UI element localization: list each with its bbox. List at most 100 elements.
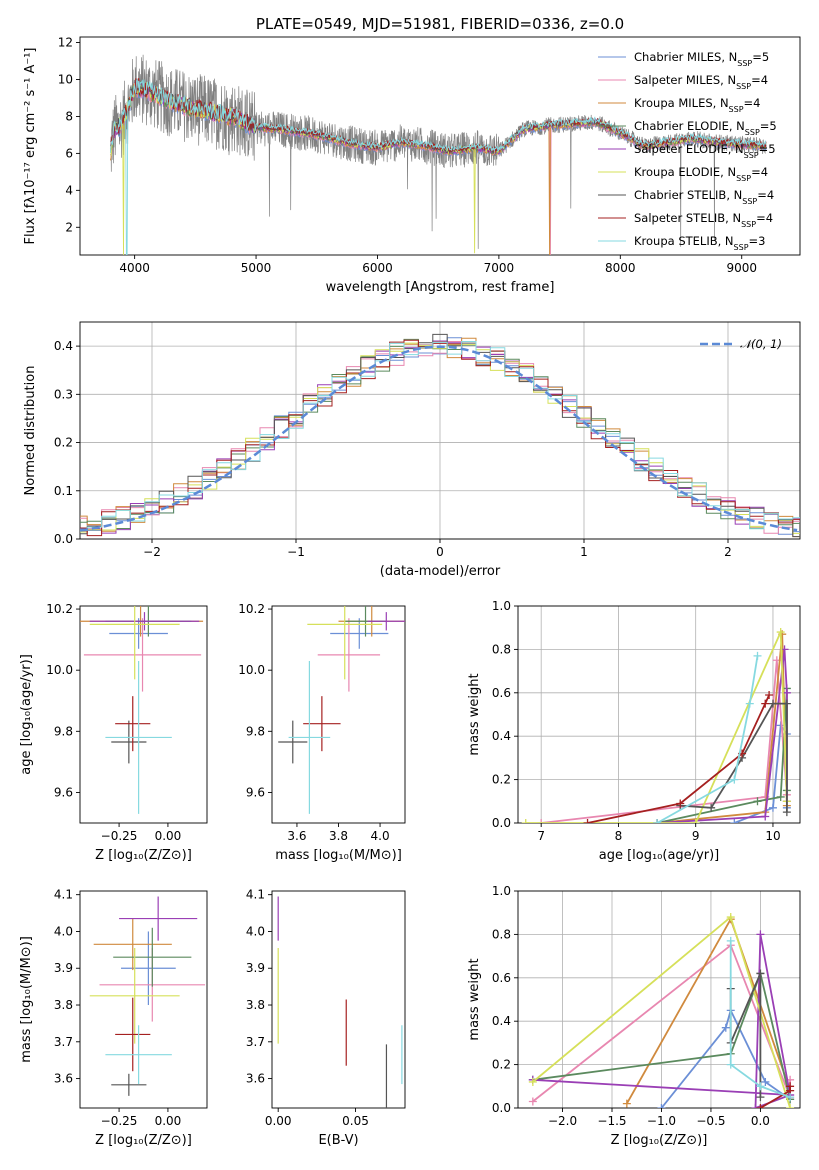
weight-marker-chabrier-miles <box>730 819 739 823</box>
age_vs_Z-ytick-label: 9.6 <box>54 785 73 799</box>
legend-label: Salpeter MILES, NSSP=4 <box>634 73 768 91</box>
weight-marker-chabrier-stelib <box>768 699 777 708</box>
weight-marker-kroupa-stelib <box>730 775 739 784</box>
weight_vs_Z-xtick-label: 0.0 <box>751 1114 770 1128</box>
age_vs_Z-xlabel: Z [log₁₀(Z/Z⊙)] <box>95 848 192 863</box>
spectrum-ytick-label: 10 <box>58 72 73 86</box>
weight-line-chabrier-elodie <box>532 970 791 1100</box>
mass_vs_Z-ytick-label: 3.8 <box>54 998 73 1012</box>
spectrum-xtick-label: 9000 <box>726 261 757 275</box>
weight-marker-salpeter-stelib <box>756 1104 765 1108</box>
histogram-step-salpeter-elodie <box>80 340 800 534</box>
residuals-ytick-label: 0.2 <box>54 436 73 450</box>
weight-line-kroupa-elodie <box>525 631 788 823</box>
mass_vs_ebv-xtick-label: 0.05 <box>342 1114 369 1128</box>
residuals-xtick-label: 2 <box>724 545 732 559</box>
age_vs_Z-axes-frame <box>79 605 208 824</box>
spectrum-axes-frame <box>79 36 801 256</box>
weight-marker-kroupa-miles <box>622 1099 631 1108</box>
weight-marker-chabrier-elodie <box>776 792 785 801</box>
age_vs_mass-plot-area <box>278 606 405 814</box>
spectrum-xtick-label: 8000 <box>605 261 636 275</box>
age_vs_Z-xtick-label: 0.00 <box>155 829 182 843</box>
mass_vs_Z-plot-area <box>89 896 206 1096</box>
residual-histogram-panel: −2 −1 0 1 2 0.0 0.1 0.2 0.3 0.4 (data-model)/error… <box>23 321 801 579</box>
mass_vs_Z-xlabel: Z [log₁₀(Z/Z⊙)] <box>95 1133 192 1148</box>
spectrum-panel: 4000 5000 6000 7000 8000 9000 2 4 6 8 10 12 waveleng… <box>23 36 801 295</box>
weight_vs_age-xtick-label: 10 <box>765 829 780 843</box>
spectrum-xlabel: wavelength [Angstrom, rest frame] <box>326 280 555 295</box>
mass-vs-metallicity-panel: −0.25 0.00 3.6 3.7 3.8 3.9 4.0 4.1 Z [log₁₀(Z/Z⊙… <box>19 888 208 1148</box>
weight-marker-salpeter-stelib <box>583 819 592 823</box>
weight-marker-kroupa-elodie <box>528 1077 537 1086</box>
weight-marker-kroupa-stelib <box>753 651 762 660</box>
mass_vs_Z-ytick-label: 4.0 <box>54 924 73 938</box>
mass_vs_ebv-plot-area <box>277 896 403 1108</box>
weight_vs_age-ylabel: mass weight <box>467 673 482 755</box>
histogram-step-chabrier-stelib <box>80 333 800 538</box>
weight_vs_age-ytick-label: 0.8 <box>492 642 511 656</box>
weight-marker-chabrier-miles <box>657 1104 666 1108</box>
age_vs_mass-ytick-label: 9.8 <box>246 724 265 738</box>
figure-title: PLATE=0549, MJD=51981, FIBERID=0336, z=0… <box>256 15 624 33</box>
age_vs_Z-ytick-label: 9.8 <box>54 724 73 738</box>
weight-marker-chabrier-stelib <box>782 699 791 708</box>
spectrum-xtick-label: 5000 <box>241 261 272 275</box>
age_vs_Z-xtick-label: −0.25 <box>101 829 138 843</box>
mass_vs_Z-ytick-label: 3.6 <box>54 1072 73 1086</box>
weight_vs_Z-ytick-label: 0.0 <box>492 1101 511 1115</box>
residuals-xlabel: (data-model)/error <box>380 564 501 579</box>
weight_vs_age-xtick-label: 9 <box>692 829 700 843</box>
histogram-step-kroupa-stelib <box>80 341 800 531</box>
weight_vs_age-ytick-label: 1.0 <box>492 599 511 613</box>
legend-label: Kroupa STELIB, NSSP=3 <box>634 234 765 252</box>
weight-line-kroupa-stelib <box>656 655 759 823</box>
residuals-xtick-label: 0 <box>436 545 444 559</box>
legend-label: Chabrier MILES, NSSP=5 <box>634 50 769 68</box>
age_vs_mass-axes-frame <box>271 605 406 824</box>
weight_vs_age-ytick-label: 0.0 <box>492 816 511 830</box>
legend-label: Kroupa ELODIE, NSSP=4 <box>634 165 768 183</box>
model-line-kroupa-stelib <box>109 78 767 255</box>
spectrum-xtick-label: 4000 <box>119 261 150 275</box>
mass_vs_ebv-ytick-label: 3.8 <box>246 998 265 1012</box>
spectrum-ytick-label: 12 <box>58 36 73 50</box>
weight_vs_age-ytick-label: 0.6 <box>492 686 511 700</box>
weight-marker-kroupa-stelib <box>756 1082 765 1091</box>
weight-marker-salpeter-elodie <box>782 688 791 697</box>
weight-marker-salpeter-stelib <box>786 1082 795 1091</box>
weight_vs_Z-plot-area <box>528 913 795 1108</box>
weight-marker-chabrier-elodie <box>753 797 762 806</box>
weight-marker-chabrier-miles <box>761 1077 770 1086</box>
age_vs_Z-plot-area <box>80 606 204 814</box>
weight-marker-kroupa-elodie <box>691 819 700 823</box>
age_vs_mass-ytick-label: 10.0 <box>238 663 265 677</box>
residuals-axes-frame <box>79 321 801 540</box>
histogram-step-chabrier-miles <box>80 337 800 535</box>
weight-marker-kroupa-elodie <box>726 913 735 922</box>
weight-marker-kroupa-elodie <box>786 1104 795 1108</box>
weight-line-salpeter-miles <box>541 660 788 823</box>
weight-marker-kroupa-stelib <box>653 819 662 823</box>
weight-marker-kroupa-stelib <box>786 1093 795 1102</box>
mass_vs_ebv-ytick-label: 3.7 <box>246 1035 265 1049</box>
mass_vs_ebv-ytick-label: 3.9 <box>246 961 265 975</box>
weight-marker-chabrier-miles <box>768 803 777 812</box>
age-vs-mass-panel: 3.6 3.8 4.0 9.6 9.8 10.0 10.2 mass [log₁₀(M/M⊙)… <box>238 602 406 863</box>
age_vs_mass-xtick-label: 3.6 <box>287 829 306 843</box>
age-vs-metallicity-panel: −0.25 0.00 9.6 9.8 10.0 10.2 Z [log₁₀(Z/Z⊙)] ag… <box>19 602 208 863</box>
model-line-salpeter-miles <box>110 80 767 255</box>
mass_vs_ebv-ytick-label: 4.0 <box>246 924 265 938</box>
residuals-xtick-label: −2 <box>143 545 161 559</box>
legend-label: Salpeter ELODIE, NSSP=5 <box>634 142 776 160</box>
weight_vs_Z-xlabel: Z [log₁₀(Z/Z⊙)] <box>611 1133 708 1148</box>
weight_vs_age-xtick-label: 7 <box>537 829 545 843</box>
legend-label: Kroupa MILES, NSSP=4 <box>634 96 760 114</box>
mass_vs_ebv-axes-frame <box>271 890 406 1109</box>
weight-line-kroupa-stelib <box>729 940 791 1099</box>
weight-marker-kroupa-elodie <box>521 819 530 823</box>
legend-label: Chabrier ELODIE, NSSP=5 <box>634 119 777 137</box>
weight-line-chabrier-stelib <box>680 702 788 813</box>
model-line-salpeter-stelib <box>109 77 767 154</box>
